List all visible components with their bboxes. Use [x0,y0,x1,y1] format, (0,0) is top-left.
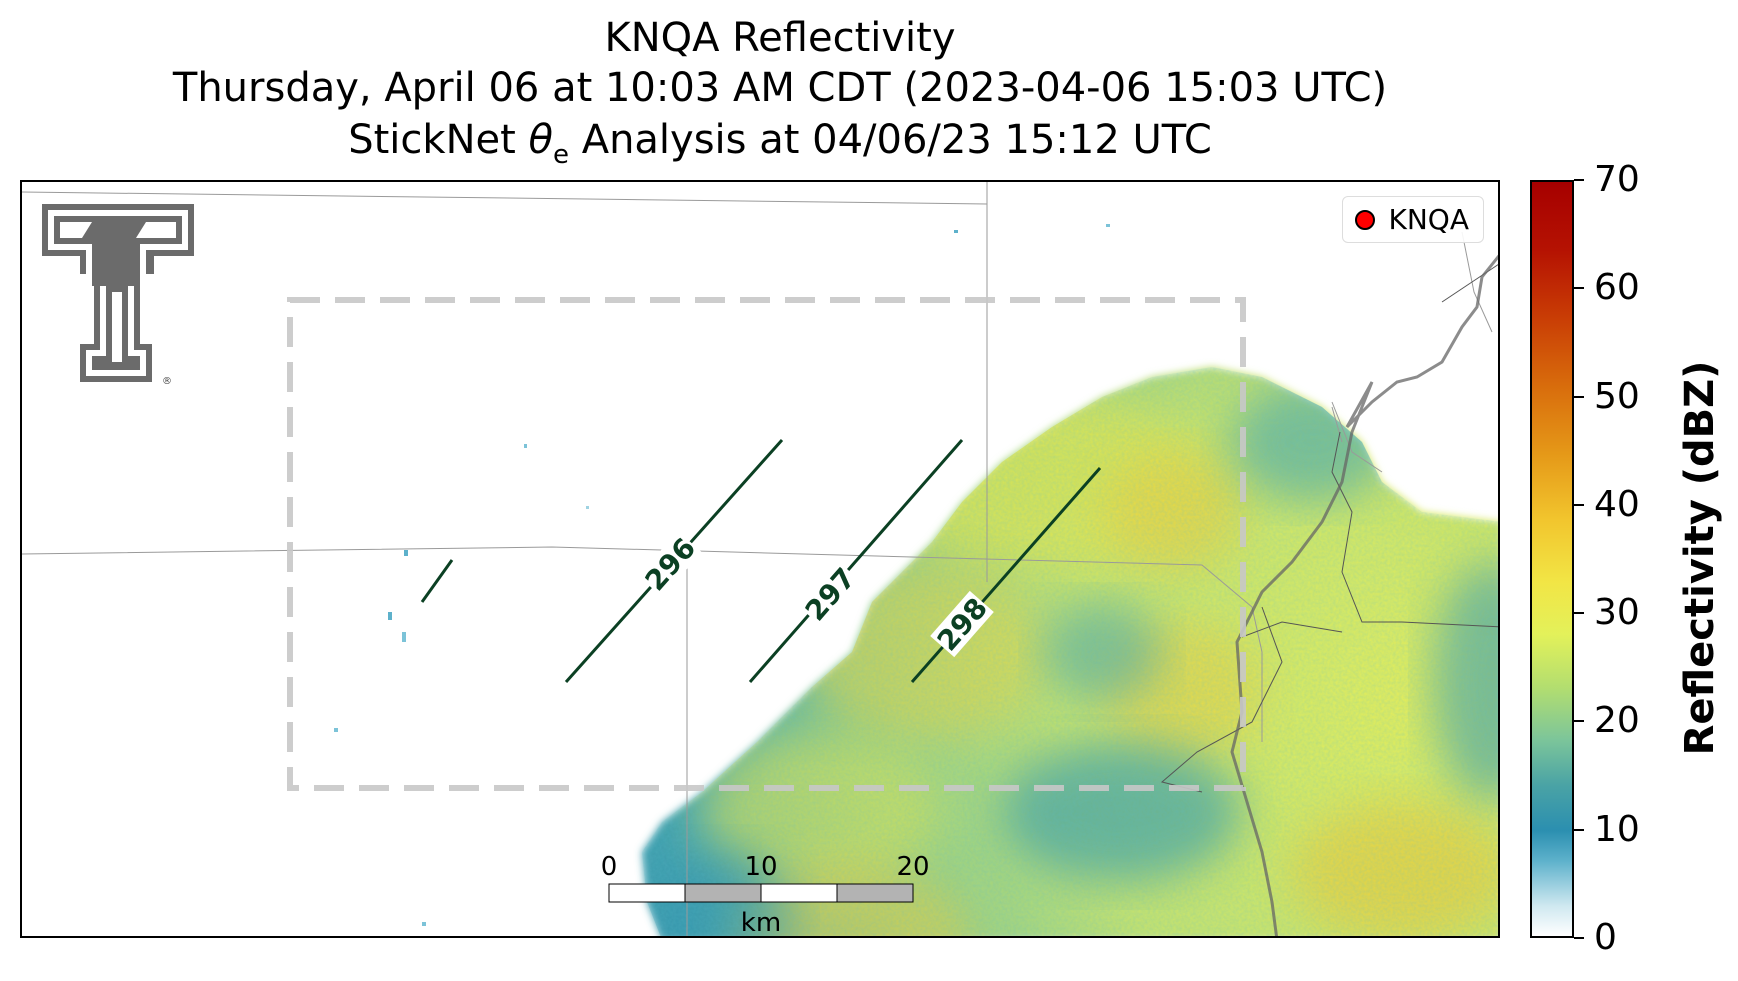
county-boundaries-dark [1160,264,1498,793]
colorbar-tick-label: 70 [1594,159,1640,200]
scale-segment [684,883,762,903]
scale-segment [836,883,914,903]
colorbar-tick-label: 40 [1594,483,1640,525]
county-boundaries [22,182,1493,936]
colorbar-tick-label: 0 [1594,917,1617,958]
scale-segment [760,883,838,903]
colorbar [1530,180,1574,938]
reflectivity-echo [334,224,1498,936]
colorbar-tick [1574,395,1584,398]
scale-segment [608,883,686,903]
contour-line [748,439,964,683]
colorbar-tick [1574,179,1584,181]
radar-map: 296 297 298 ® KNQA 0 10 20 km [20,180,1500,938]
contour-label-bg [638,530,702,598]
colorbar-tick [1574,503,1584,506]
theta-symbol: θ [528,117,553,163]
colorbar-tick-label: 60 [1594,267,1640,309]
theta-subscript: e [552,140,569,170]
colorbar-label: Reflectivity (dBZ) [1677,360,1723,756]
chart-subtitle-time: Thursday, April 06 at 10:03 AM CDT (2023… [172,65,1388,111]
colorbar-tick [1574,612,1584,615]
contour-line-stub [420,559,454,603]
colorbar-tick [1574,937,1584,939]
scale-label-10: 10 [744,852,778,882]
scale-label-0: 0 [600,852,618,882]
colorbar-tick [1574,828,1584,831]
map-legend: KNQA [1341,196,1484,243]
analysis-prefix: StickNet [348,117,529,163]
scale-label-20: 20 [896,852,930,882]
state-border [1230,254,1498,936]
colorbar-tick [1574,720,1584,723]
colorbar-tick-label: 10 [1594,808,1640,850]
colorbar-tick [1574,287,1584,290]
radar-site-marker-icon [1354,209,1375,230]
double-t-logo: ® [42,204,194,387]
legend-label: KNQA [1388,203,1470,236]
colorbar-tick-label: 30 [1594,592,1640,634]
registered-mark: ® [162,376,172,387]
analysis-suffix: Analysis at 04/06/23 15:12 UTC [568,117,1212,163]
colorbar-tick-label: 20 [1594,700,1640,742]
chart-title: KNQA Reflectivity [604,15,956,61]
contour-label-bg [798,560,862,628]
colorbar-tick-label: 50 [1594,375,1640,417]
contour-label-bg [930,590,994,658]
radar-map-svg: 296 297 298 ® [22,182,1498,936]
analysis-domain-box [287,297,1246,791]
chart-subtitle-analysis: StickNet θe Analysis at 04/06/23 15:12 U… [0,116,1560,170]
scale-unit: km [740,908,782,938]
scale-bar [608,883,914,903]
